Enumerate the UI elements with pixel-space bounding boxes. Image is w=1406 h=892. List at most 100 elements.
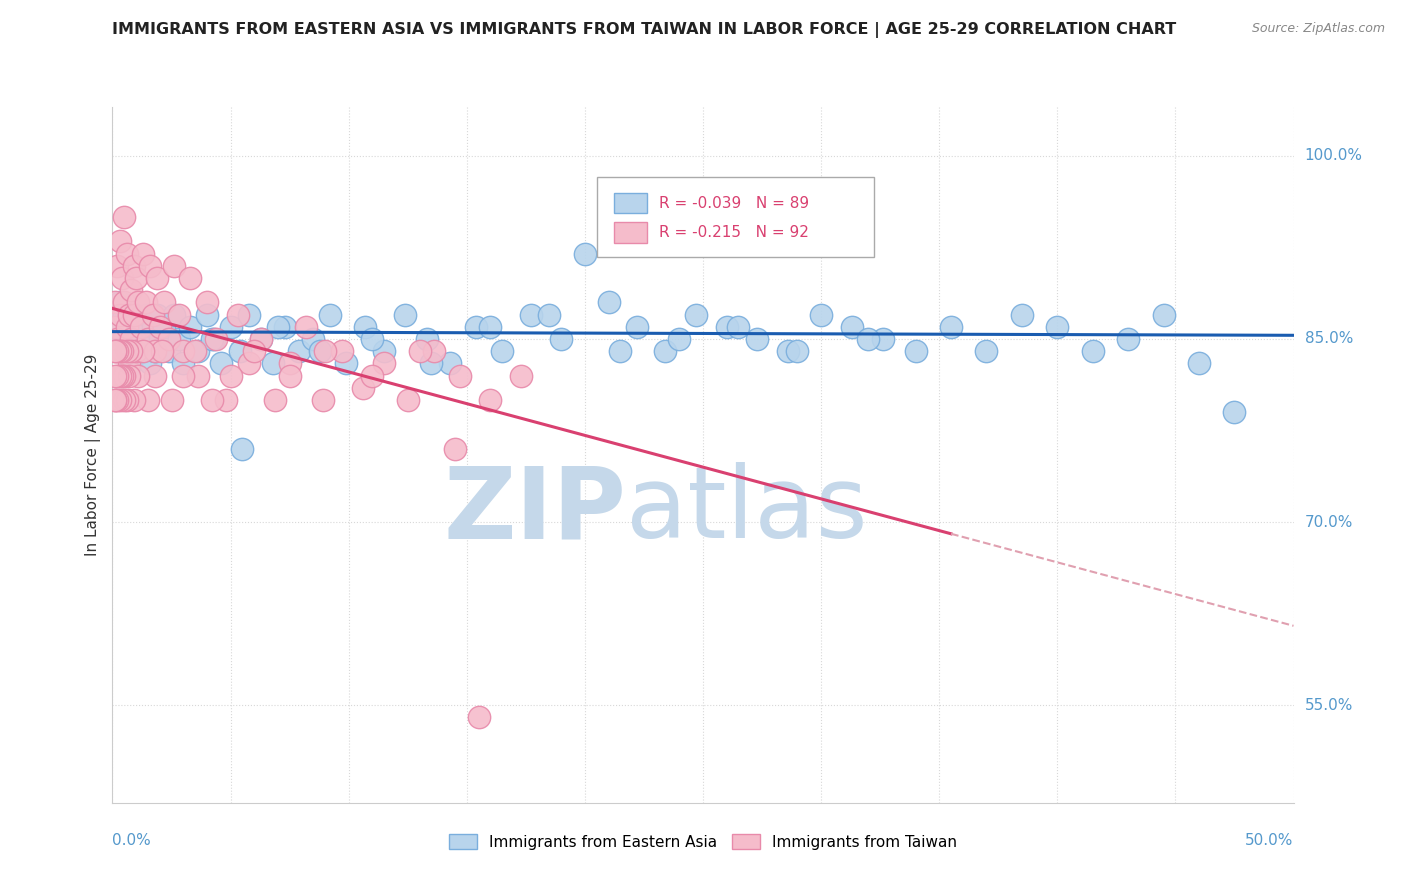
Point: [278, 368, 301, 383]
Point: [142, 319, 165, 334]
Point: [118, 308, 141, 322]
Point: [209, 356, 232, 370]
Point: [309, 344, 332, 359]
Point: [111, 344, 134, 359]
Point: [143, 344, 166, 359]
Point: [139, 356, 162, 370]
Point: [111, 368, 134, 383]
Point: [479, 392, 502, 407]
Point: [150, 344, 173, 359]
Point: [112, 368, 135, 383]
Point: [716, 319, 738, 334]
Text: atlas: atlas: [626, 462, 868, 559]
Text: 50.0%: 50.0%: [1246, 833, 1294, 848]
Point: [420, 356, 443, 370]
Point: [1011, 308, 1033, 322]
Point: [1046, 319, 1069, 334]
Point: [125, 308, 148, 322]
Point: [115, 246, 138, 260]
Point: [125, 271, 148, 285]
Point: [172, 344, 194, 359]
Point: [238, 308, 260, 322]
Point: [139, 259, 162, 273]
Point: [111, 344, 134, 359]
Point: [129, 319, 152, 334]
Point: [786, 344, 808, 359]
Point: [118, 308, 141, 322]
Point: [394, 308, 416, 322]
Text: Source: ZipAtlas.com: Source: ZipAtlas.com: [1251, 22, 1385, 36]
Point: [105, 259, 128, 273]
Point: [122, 308, 145, 322]
Bar: [614, 193, 648, 213]
Point: [132, 344, 155, 359]
Point: [858, 332, 880, 346]
Point: [122, 392, 145, 407]
Point: [422, 344, 444, 359]
Point: [129, 319, 152, 334]
Point: [872, 332, 894, 346]
Point: [167, 308, 190, 322]
Point: [219, 319, 242, 334]
Point: [143, 368, 166, 383]
Point: [104, 295, 127, 310]
Point: [136, 392, 159, 407]
Point: [727, 319, 749, 334]
Point: [215, 392, 238, 407]
Point: [841, 319, 863, 334]
Point: [449, 368, 471, 383]
Text: R = -0.039   N = 89: R = -0.039 N = 89: [659, 195, 810, 211]
Point: [219, 368, 242, 383]
Point: [112, 308, 135, 322]
Point: [1153, 308, 1175, 322]
Point: [330, 344, 353, 359]
Point: [202, 332, 225, 346]
Point: [160, 392, 183, 407]
Point: [250, 332, 273, 346]
Point: [136, 332, 159, 346]
Point: [104, 344, 127, 359]
Point: [108, 295, 131, 310]
Point: [439, 356, 461, 370]
Point: [149, 319, 172, 334]
Point: [226, 308, 249, 322]
Text: 70.0%: 70.0%: [1305, 515, 1353, 530]
Point: [163, 259, 186, 273]
Point: [105, 344, 128, 359]
Point: [574, 246, 596, 260]
Text: 100.0%: 100.0%: [1305, 148, 1362, 163]
Point: [335, 356, 357, 370]
Point: [104, 319, 127, 334]
Point: [108, 392, 131, 407]
Point: [146, 271, 169, 285]
Point: [396, 392, 419, 407]
Point: [747, 332, 769, 346]
Point: [104, 392, 127, 407]
Point: [136, 332, 159, 346]
Legend: Immigrants from Eastern Asia, Immigrants from Taiwan: Immigrants from Eastern Asia, Immigrants…: [444, 830, 962, 855]
Point: [939, 319, 962, 334]
Point: [118, 344, 141, 359]
Point: [127, 332, 149, 346]
Point: [538, 308, 561, 322]
Point: [274, 319, 297, 334]
Point: [1223, 405, 1246, 419]
Point: [201, 332, 224, 346]
Point: [626, 319, 648, 334]
Point: [115, 319, 138, 334]
Point: [172, 368, 194, 383]
Point: [354, 319, 377, 334]
Point: [186, 368, 208, 383]
Point: [135, 308, 157, 322]
Point: [262, 356, 284, 370]
Point: [115, 319, 138, 334]
Point: [153, 319, 176, 334]
Point: [288, 344, 311, 359]
Point: [118, 356, 141, 370]
Point: [153, 295, 176, 310]
Point: [314, 344, 336, 359]
Point: [201, 392, 224, 407]
Point: [519, 308, 541, 322]
Point: [105, 308, 128, 322]
Point: [654, 344, 676, 359]
